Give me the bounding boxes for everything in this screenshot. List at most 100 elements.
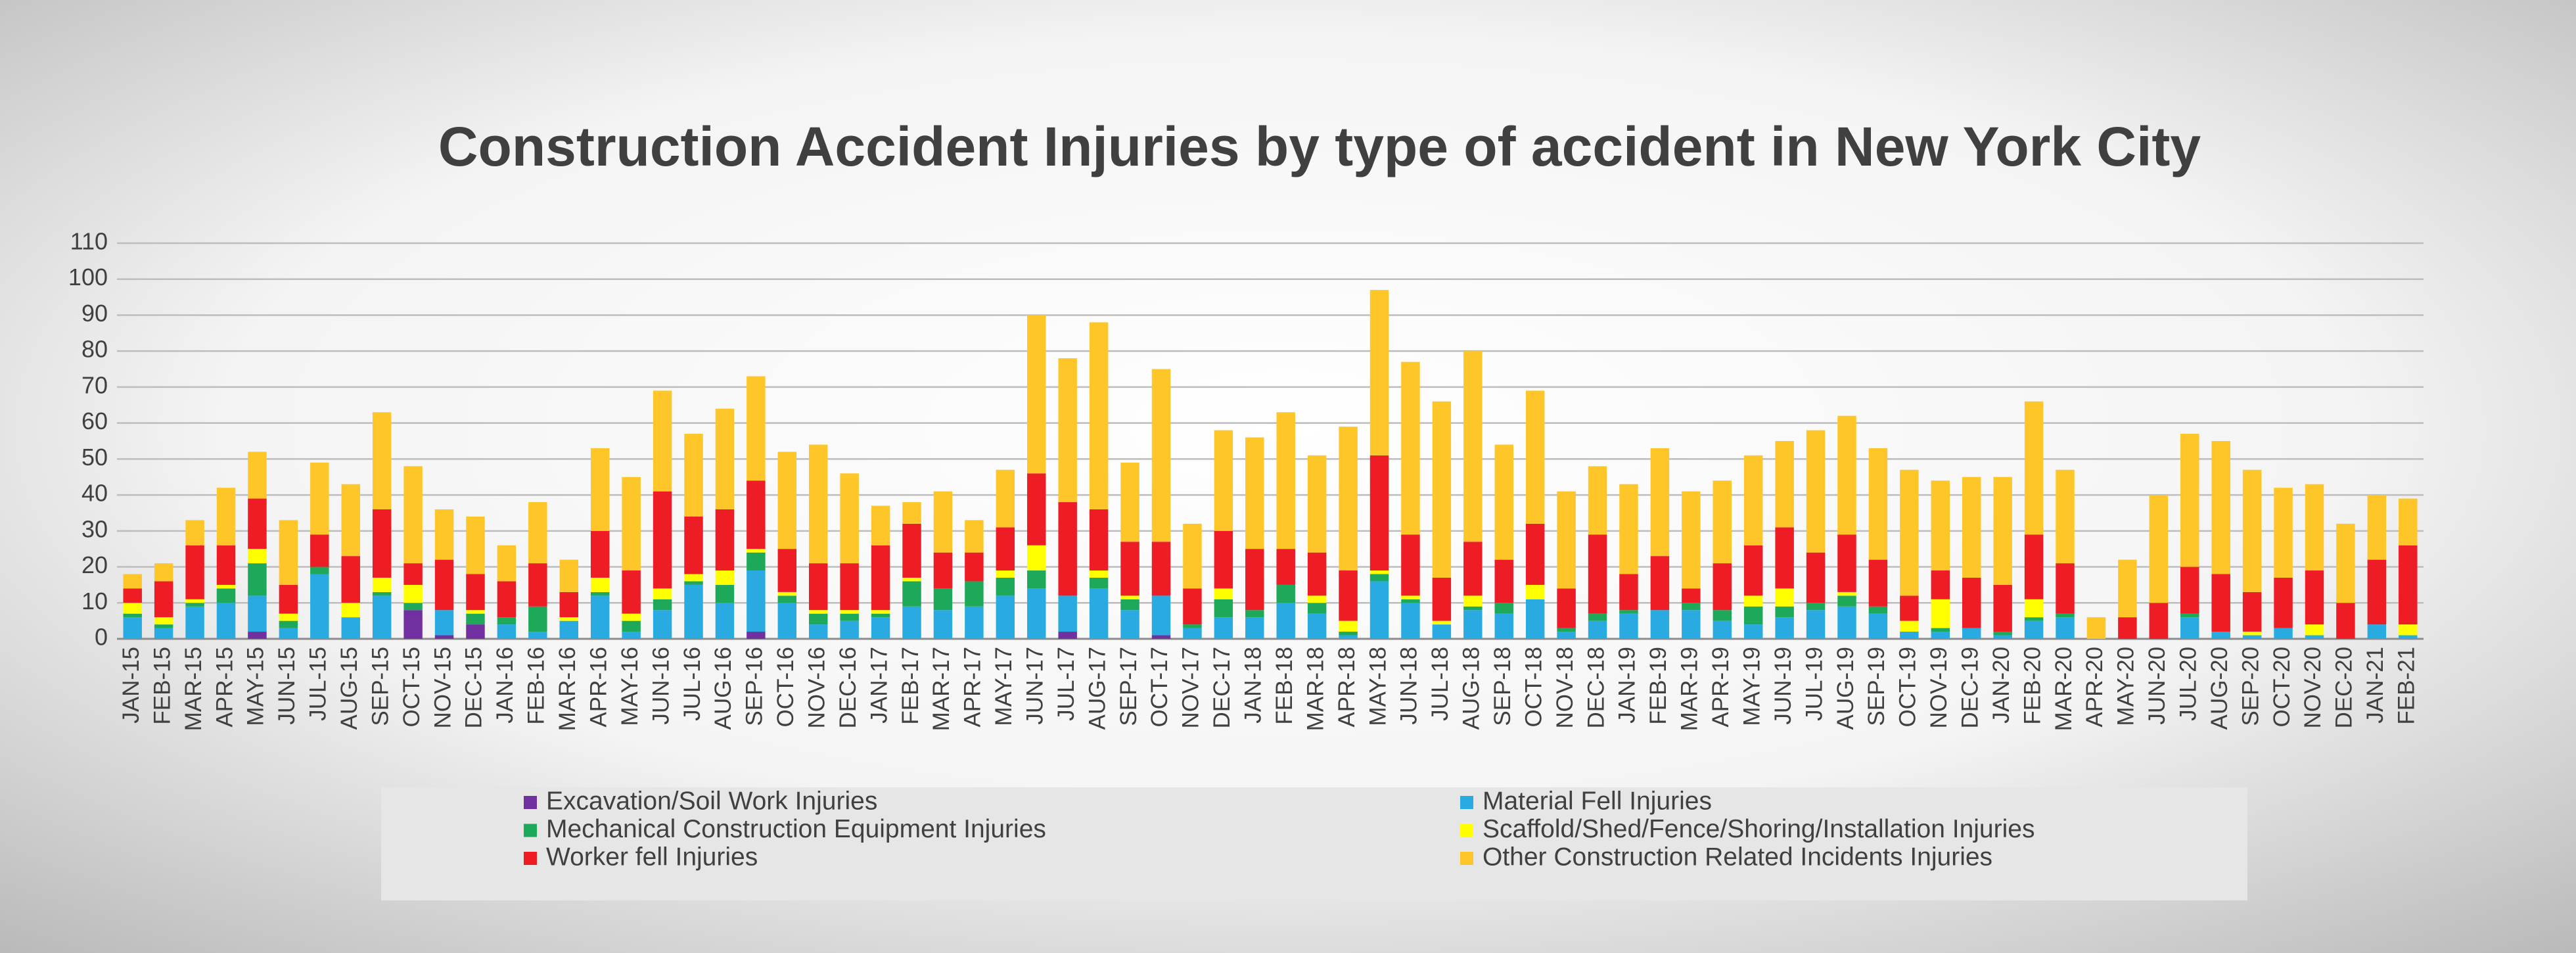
- x-tick-label: MAY-17: [991, 647, 1017, 726]
- bar-segment: [902, 577, 921, 582]
- bar-segment: [185, 606, 204, 639]
- bar-segment: [653, 610, 672, 639]
- bar-segment: [1713, 563, 1732, 611]
- bar-segment: [747, 632, 766, 639]
- bar-segment: [1900, 469, 1919, 596]
- bar-segment: [777, 603, 797, 639]
- bar-segment: [1245, 437, 1264, 549]
- x-tick-label: OCT-19: [1895, 647, 1921, 728]
- x-tick-label: JAN-17: [866, 647, 892, 724]
- bar-segment: [1743, 595, 1763, 607]
- bar-segment: [2149, 495, 2169, 603]
- bar-segment: [372, 595, 392, 639]
- bar-segment: [1837, 595, 1856, 607]
- x-tick-label: FEB-18: [1272, 647, 1297, 725]
- x-tick-label: OCT-16: [773, 647, 798, 728]
- bar-segment: [1432, 577, 1452, 621]
- x-tick-label: SEP-17: [1116, 647, 1141, 726]
- bar-segment: [809, 563, 828, 611]
- bar-segment: [1183, 624, 1202, 628]
- bar-segment: [2305, 624, 2324, 636]
- bar-segment: [1214, 588, 1233, 599]
- bar-segment: [123, 603, 142, 614]
- x-tick-label: DEC-18: [1583, 647, 1609, 728]
- x-tick-label: AUG-15: [336, 647, 362, 730]
- y-tick-label: 10: [81, 588, 108, 615]
- bar-segment: [1993, 632, 2012, 636]
- bar-segment: [1401, 595, 1420, 599]
- bar-segment: [1027, 545, 1046, 571]
- bar-segment: [1682, 588, 1701, 603]
- bar-segment: [1307, 613, 1327, 639]
- bar-segment: [310, 567, 329, 574]
- bar-segment: [1900, 632, 1919, 639]
- bar-segment: [1214, 617, 1233, 639]
- x-tick-label: APR-16: [586, 647, 611, 728]
- bar-segment: [466, 624, 485, 639]
- bar-segment: [497, 624, 517, 639]
- bar-segment: [1682, 603, 1701, 611]
- bar-segment: [559, 592, 578, 618]
- y-tick-label: 100: [68, 264, 108, 291]
- bar-segment: [871, 610, 890, 614]
- bar-segment: [1775, 606, 1794, 618]
- y-tick-label: 70: [81, 371, 108, 398]
- bar-segment: [154, 581, 173, 618]
- bar-segment: [434, 610, 454, 636]
- y-tick-label: 90: [81, 300, 108, 327]
- bar-segment: [2274, 628, 2293, 639]
- bar-segment: [1588, 466, 1607, 535]
- bar-segment: [684, 434, 703, 517]
- legend-swatch: [1460, 824, 1473, 837]
- bar-segment: [1775, 588, 1794, 607]
- bar-segment: [2367, 624, 2387, 639]
- bar-segment: [809, 444, 828, 564]
- bar-segment: [216, 584, 236, 589]
- bar-segment: [2274, 488, 2293, 578]
- x-tick-label: APR-19: [1708, 647, 1734, 728]
- x-tick-label: MAY-15: [243, 647, 269, 726]
- bar-segment: [154, 563, 173, 582]
- bar-segment: [1276, 584, 1295, 603]
- bar-segment: [1307, 595, 1327, 603]
- bar-segment: [1307, 603, 1327, 614]
- x-tick-label: OCT-17: [1147, 647, 1172, 728]
- bar-segment: [341, 484, 360, 557]
- bar-segment: [1432, 620, 1452, 625]
- bar-segment: [965, 606, 984, 639]
- x-tick-label: MAR-20: [2051, 647, 2077, 731]
- bar-segment: [996, 595, 1015, 639]
- bar-segment: [434, 509, 454, 560]
- bar-segment: [123, 574, 142, 589]
- bar-segment: [840, 473, 859, 564]
- y-tick-label: 20: [81, 551, 108, 578]
- bar-segment: [248, 632, 267, 639]
- x-tick-label: DEC-16: [835, 647, 861, 728]
- bar-segment: [1931, 628, 1950, 632]
- bar-segment: [1650, 610, 1670, 639]
- bar-segment: [154, 628, 173, 639]
- x-tick-label: APR-20: [2082, 647, 2107, 728]
- bar-segment: [809, 624, 828, 639]
- x-tick-label: FEB-21: [2394, 647, 2420, 725]
- bar-segment: [1868, 613, 1888, 639]
- bar-segment: [1307, 552, 1327, 596]
- bar-segment: [996, 570, 1015, 578]
- bar-segment: [653, 390, 672, 492]
- bar-segment: [1806, 552, 1826, 603]
- bar-segment: [1151, 542, 1171, 596]
- bar-segment: [185, 520, 204, 546]
- x-tick-label: JUL-20: [2176, 647, 2201, 721]
- bar-segment: [1619, 574, 1638, 611]
- bar-segment: [310, 534, 329, 567]
- bar-segment: [622, 570, 641, 614]
- bar-segment: [1307, 455, 1327, 553]
- bar-segment: [1027, 588, 1046, 639]
- bar-segment: [2149, 603, 2169, 639]
- bar-segment: [2305, 635, 2324, 639]
- bar-segment: [715, 509, 735, 571]
- bar-segment: [279, 520, 298, 585]
- bar-segment: [1089, 570, 1109, 578]
- bar-segment: [1120, 462, 1139, 542]
- bar-segment: [1369, 455, 1389, 571]
